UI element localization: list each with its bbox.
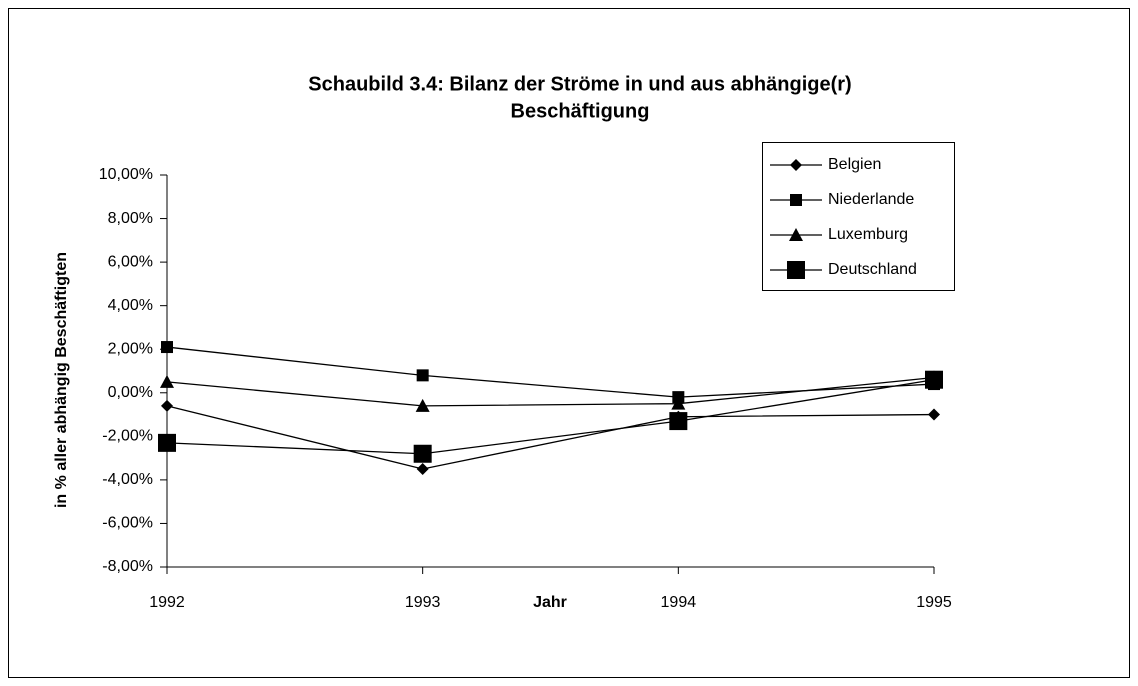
x-tick-label: 1994 [661,594,697,611]
legend-label: Belgien [828,156,881,173]
marker-square [669,412,688,431]
y-axis-label: in % aller abhängig Beschäftigten [53,252,70,508]
chart-title: Schaubild 3.4: Bilanz der Ströme in und … [308,73,851,95]
marker-square [413,444,432,463]
y-tick-label: -2,00% [102,428,153,445]
series-line [166,379,935,455]
marker-square [787,261,805,279]
chart-subtitle: Beschäftigung [511,100,650,122]
y-tick-label: 0,00% [108,384,153,401]
chart-frame [8,8,1130,678]
marker-triangle [789,228,803,241]
marker-square [925,370,943,389]
y-tick-label: 4,00% [108,297,153,314]
x-tick-label: 1992 [149,594,185,611]
legend-label: Luxemburg [828,226,908,243]
legend-label: Deutschland [828,261,917,278]
y-tick-label: 6,00% [108,253,153,270]
x-tick-label: 1993 [405,594,441,611]
y-tick-label: -8,00% [102,558,153,575]
x-tick-label: 1995 [916,594,952,611]
series-line [166,405,935,470]
y-tick-label: 10,00% [99,166,153,183]
marker-square [161,341,173,354]
marker-square [158,433,176,452]
marker-diamond [790,159,802,171]
marker-diamond [928,408,940,421]
y-tick-label: -6,00% [102,515,153,532]
marker-square [790,194,802,206]
marker-square [416,369,429,382]
marker-triangle [415,398,430,412]
legend-label: Niederlande [828,191,914,208]
y-tick-label: 8,00% [108,210,153,227]
marker-diamond [161,399,173,412]
x-axis-label: Jahr [533,594,567,611]
marker-diamond [416,463,429,475]
series-line [166,376,935,407]
y-tick-label: 2,00% [108,340,153,357]
y-tick-label: -4,00% [102,471,153,488]
marker-triangle [160,374,174,388]
marker-triangle [671,396,686,410]
